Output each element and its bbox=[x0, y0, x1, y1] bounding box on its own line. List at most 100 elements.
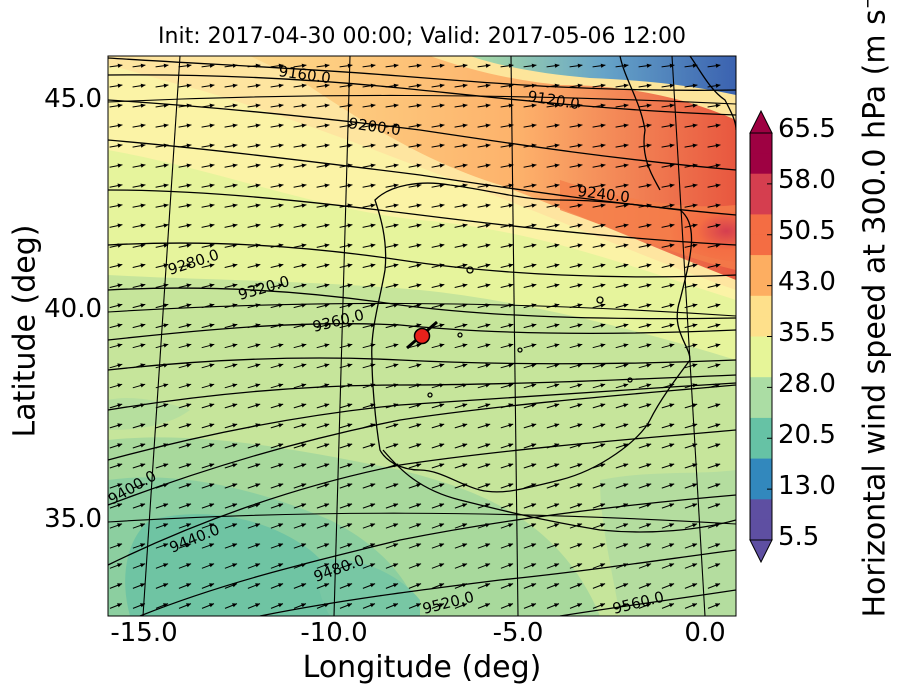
wind-arrow-head bbox=[462, 483, 468, 488]
wind-arrow-head bbox=[623, 603, 628, 608]
wind-arrow-head bbox=[255, 483, 261, 488]
wind-arrow-head bbox=[255, 503, 261, 508]
wind-arrow-head bbox=[255, 463, 261, 468]
contour-9480-line bbox=[139, 494, 736, 616]
wind-arrow-head bbox=[462, 603, 467, 608]
wind-arrow-head bbox=[370, 423, 376, 428]
wind-arrow-head bbox=[577, 563, 583, 568]
wind-arrow-head bbox=[140, 303, 146, 308]
wind-arrow-head bbox=[416, 423, 422, 428]
contour-9320-line bbox=[108, 287, 736, 320]
wind-arrow-head bbox=[347, 203, 353, 208]
wind-arrow-head bbox=[554, 323, 560, 328]
colorbar-max-extension bbox=[749, 109, 773, 134]
wind-arrow-head bbox=[485, 343, 491, 348]
y-tick-label: 45.0 bbox=[44, 84, 102, 114]
wind-arrow-head bbox=[416, 223, 422, 228]
wind-arrow-head bbox=[278, 283, 284, 288]
wind-arrow-head bbox=[715, 323, 721, 328]
wind-arrow-head bbox=[255, 323, 261, 328]
wind-arrow-head bbox=[416, 503, 422, 508]
wind-arrow-head bbox=[370, 443, 376, 448]
wind-arrow-head bbox=[163, 163, 169, 168]
x-axis-label: Longitude (deg) bbox=[302, 650, 542, 685]
wind-arrow-head bbox=[669, 563, 675, 568]
wind-arrow-head bbox=[531, 283, 537, 288]
wind-arrow-head bbox=[209, 563, 215, 568]
wind-arrow-head bbox=[347, 223, 353, 228]
wind-arrow-head bbox=[232, 243, 238, 248]
wind-arrow-head bbox=[531, 463, 537, 468]
wind-arrow-head bbox=[692, 323, 698, 328]
wind-arrow-head bbox=[416, 323, 422, 328]
wind-arrow-head bbox=[232, 583, 238, 588]
wind-arrow-head bbox=[485, 543, 491, 548]
wind-arrow-head bbox=[232, 443, 238, 448]
wind-arrow-head bbox=[439, 163, 445, 168]
wind-arrow-head bbox=[393, 263, 399, 268]
wind-arrow-head bbox=[255, 63, 261, 68]
wind-arrow-head bbox=[692, 523, 698, 528]
wind-arrow-head bbox=[485, 463, 491, 468]
wind-arrow-head bbox=[577, 163, 583, 168]
wind-arrow-head bbox=[508, 183, 514, 188]
wind-arrow-head bbox=[692, 403, 698, 408]
wind-arrow-head bbox=[278, 323, 284, 328]
y-axis-label: Latitude (deg) bbox=[7, 224, 43, 438]
wind-arrow-head bbox=[186, 103, 192, 108]
wind-arrow-head bbox=[255, 163, 261, 168]
wind-arrow-head bbox=[715, 143, 721, 148]
wind-arrow-head bbox=[600, 243, 606, 248]
wind-arrow-head bbox=[393, 443, 399, 448]
wind-arrow-head bbox=[255, 403, 261, 408]
wind-arrow-head bbox=[255, 523, 261, 528]
wind-arrow-head bbox=[439, 263, 445, 268]
wind-arrow-head bbox=[117, 163, 123, 168]
wind-arrow-head bbox=[577, 483, 583, 488]
wind-arrow-head bbox=[462, 423, 468, 428]
x-tick-label: -5.0 bbox=[492, 618, 544, 648]
wind-arrow-head bbox=[416, 483, 422, 488]
wind-arrow-head bbox=[554, 503, 560, 508]
wind-arrow-head bbox=[140, 363, 146, 368]
wind-arrow-head bbox=[324, 423, 330, 428]
colorbar-tick-label: 28.0 bbox=[778, 369, 836, 399]
wind-arrow-head bbox=[186, 503, 192, 508]
wind-arrow-head bbox=[692, 223, 698, 228]
wind-arrow-head bbox=[462, 203, 468, 208]
wind-arrow-head bbox=[554, 63, 560, 68]
meridian-15-line bbox=[142, 56, 181, 616]
wind-arrow-head bbox=[439, 503, 445, 508]
wind-arrow-head bbox=[462, 343, 468, 348]
wind-arrow-head bbox=[416, 363, 422, 368]
contour-9200-line bbox=[108, 99, 736, 171]
wind-arrow-head bbox=[715, 343, 721, 348]
wind-arrow-head bbox=[462, 463, 468, 468]
wind-arrow-head bbox=[232, 483, 238, 488]
wind-arrow-head bbox=[163, 383, 169, 388]
wind-arrow-head bbox=[462, 243, 468, 248]
wind-arrow-head bbox=[462, 383, 468, 388]
wind-arrow-head bbox=[623, 103, 629, 108]
wind-arrow-head bbox=[163, 283, 169, 288]
wind-arrow-head bbox=[600, 403, 606, 408]
wind-arrow-head bbox=[416, 203, 422, 208]
wind-arrow-head bbox=[623, 403, 629, 408]
wind-arrow-head bbox=[347, 263, 353, 268]
meridian-10-line bbox=[333, 56, 351, 616]
wind-arrow-head bbox=[462, 503, 468, 508]
wind-arrow-head bbox=[347, 503, 353, 508]
wind-arrow-head bbox=[646, 223, 652, 228]
wind-arrow-head bbox=[669, 83, 675, 88]
wind-arrow-head bbox=[715, 243, 721, 248]
wind-arrow-head bbox=[416, 103, 422, 108]
wind-arrow-head bbox=[370, 223, 376, 228]
wind-arrow-head bbox=[508, 163, 514, 168]
wind-arrow-head bbox=[209, 423, 215, 428]
wind-arrow-head bbox=[301, 603, 306, 608]
wind-arrow-head bbox=[669, 343, 675, 348]
wind-arrow-head bbox=[439, 363, 445, 368]
wind-arrow-head bbox=[209, 203, 215, 208]
wind-arrow-head bbox=[692, 163, 698, 168]
wind-arrow-head bbox=[554, 163, 560, 168]
